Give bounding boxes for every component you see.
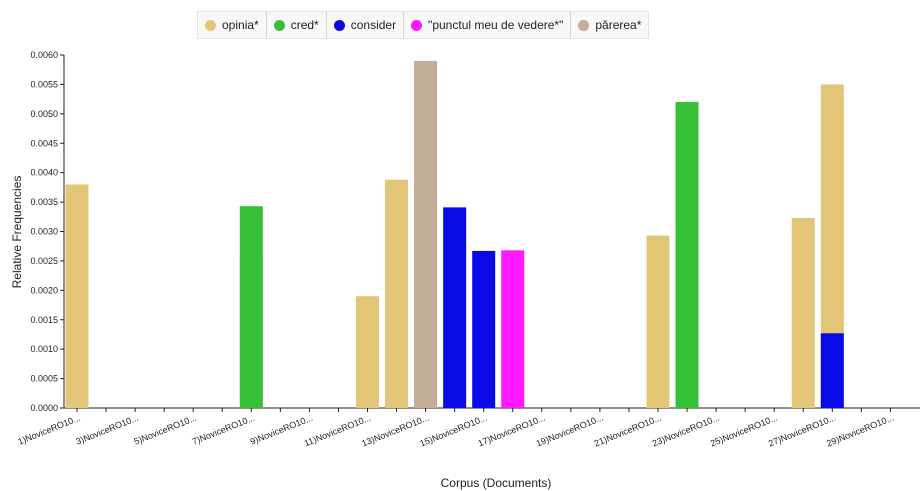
bar[interactable] — [791, 217, 815, 408]
legend-label: "punctul meu de vedere*" — [428, 18, 564, 32]
x-tick-label: 7)NoviceRO10... — [191, 413, 256, 447]
y-tick-label: 0.0040 — [30, 168, 58, 178]
legend-swatch — [411, 19, 423, 31]
bar[interactable] — [385, 179, 409, 408]
legend-item[interactable]: opinia* — [198, 12, 267, 38]
x-tick-label: 1)NoviceRO10... — [16, 413, 81, 447]
x-tick-label: 29)NoviceRO10... — [825, 413, 895, 449]
y-tick-label: 0.0045 — [30, 138, 58, 148]
y-tick-label: 0.0005 — [30, 374, 58, 384]
y-tick-label: 0.0025 — [30, 256, 58, 266]
y-tick-label: 0.0035 — [30, 197, 58, 207]
legend-item[interactable]: părerea* — [571, 12, 648, 38]
bar[interactable] — [443, 207, 467, 408]
legend-item[interactable]: consider — [327, 12, 405, 38]
legend-label: consider — [350, 18, 397, 32]
legend-swatch — [273, 19, 285, 31]
legend-label: părerea* — [595, 18, 642, 32]
legend-item[interactable]: "punctul meu de vedere*" — [404, 12, 572, 38]
bars-group — [65, 60, 844, 409]
bar[interactable] — [239, 206, 263, 408]
legend-label: cred* — [290, 18, 319, 32]
bar[interactable] — [646, 235, 670, 408]
y-tick-label: 0.0015 — [30, 315, 58, 325]
chart-legend: opinia* cred* consider "punctul meu de vede… — [197, 11, 650, 39]
x-tick-label: 3)NoviceRO10... — [74, 413, 139, 447]
bar[interactable] — [501, 250, 525, 408]
y-tick-label: 0.0050 — [30, 109, 58, 119]
y-tick-label: 0.0060 — [30, 50, 58, 60]
bar[interactable] — [472, 250, 496, 408]
legend-item[interactable]: cred* — [267, 12, 327, 38]
bar[interactable] — [820, 333, 844, 408]
y-axis: 0.0000 0.0005 0.0010 0.0015 0.0020 0.0025 0.00… — [30, 50, 65, 413]
y-axis-title: Relative Frequencies — [10, 176, 24, 289]
y-tick-label: 0.0010 — [30, 344, 58, 354]
x-axis-title: Corpus (Documents) — [441, 476, 552, 490]
legend-label: opinia* — [222, 18, 259, 32]
x-tick-label: 5)NoviceRO10... — [133, 413, 198, 447]
bar[interactable] — [356, 296, 379, 408]
y-tick-label: 0.0020 — [30, 285, 58, 295]
y-tick-label: 0.0030 — [30, 227, 58, 237]
y-tick-label: 0.0055 — [30, 79, 58, 89]
legend-swatch — [333, 19, 345, 31]
x-axis: 1)NoviceRO10...3)NoviceRO10...5)NoviceRO… — [16, 407, 920, 449]
bar[interactable] — [414, 60, 438, 409]
legend-swatch — [205, 19, 216, 31]
bar[interactable] — [65, 184, 89, 408]
y-tick-label: 0.0000 — [30, 403, 58, 413]
bar[interactable] — [675, 102, 699, 409]
legend-swatch — [578, 19, 590, 31]
bar[interactable] — [820, 84, 844, 409]
